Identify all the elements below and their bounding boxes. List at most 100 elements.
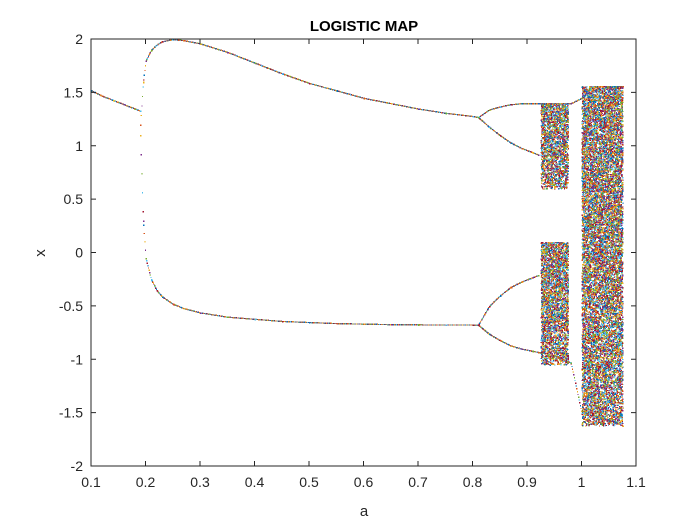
data-point bbox=[156, 290, 158, 292]
data-point bbox=[541, 164, 542, 165]
data-point bbox=[566, 115, 567, 116]
data-point bbox=[549, 123, 550, 124]
data-point bbox=[560, 187, 561, 188]
data-point bbox=[566, 164, 567, 165]
data-point bbox=[364, 98, 366, 100]
data-point bbox=[562, 140, 563, 141]
data-point bbox=[364, 324, 366, 326]
data-point bbox=[557, 164, 558, 165]
data-point bbox=[554, 173, 555, 174]
data-point bbox=[547, 182, 548, 183]
data-point bbox=[553, 158, 554, 159]
data-point bbox=[578, 397, 579, 398]
data-point bbox=[576, 388, 577, 389]
data-point bbox=[545, 121, 546, 122]
data-point bbox=[543, 121, 544, 122]
data-point bbox=[551, 140, 552, 141]
data-point bbox=[562, 175, 563, 176]
data-point bbox=[563, 105, 564, 106]
data-point bbox=[560, 139, 561, 140]
data-point bbox=[566, 175, 567, 176]
data-point bbox=[554, 136, 555, 137]
data-point bbox=[547, 171, 548, 172]
data-point bbox=[563, 129, 564, 130]
data-point bbox=[547, 140, 548, 141]
data-point bbox=[548, 152, 549, 153]
data-point bbox=[557, 125, 558, 126]
data-point bbox=[553, 143, 554, 144]
data-point bbox=[567, 153, 568, 154]
data-point bbox=[552, 276, 553, 277]
data-point bbox=[564, 136, 565, 137]
data-point bbox=[147, 57, 148, 58]
data-point bbox=[544, 129, 545, 130]
data-point bbox=[561, 183, 562, 184]
data-point bbox=[558, 145, 559, 146]
data-point bbox=[564, 154, 565, 155]
data-point bbox=[559, 125, 560, 126]
data-point bbox=[541, 155, 542, 156]
data-point bbox=[546, 157, 547, 158]
data-point bbox=[489, 127, 491, 129]
data-point bbox=[556, 136, 557, 137]
data-point bbox=[144, 241, 145, 242]
data-point bbox=[546, 182, 547, 183]
data-point bbox=[140, 124, 142, 126]
data-point bbox=[558, 150, 559, 151]
data-point bbox=[553, 109, 554, 110]
data-point bbox=[558, 128, 559, 129]
data-point bbox=[547, 108, 548, 109]
data-point bbox=[566, 122, 567, 123]
data-point bbox=[568, 127, 569, 128]
data-point bbox=[551, 115, 552, 116]
data-point bbox=[565, 167, 566, 168]
data-point bbox=[547, 144, 548, 145]
data-point bbox=[563, 172, 564, 173]
data-point bbox=[560, 171, 561, 172]
data-point bbox=[544, 188, 545, 189]
data-point bbox=[545, 180, 546, 181]
data-point bbox=[544, 121, 545, 122]
data-point bbox=[544, 149, 545, 150]
data-point bbox=[562, 132, 563, 133]
data-point bbox=[143, 82, 145, 84]
data-point bbox=[543, 188, 544, 189]
data-point bbox=[542, 154, 543, 155]
data-point bbox=[143, 211, 144, 212]
data-point bbox=[522, 103, 524, 105]
data-point bbox=[554, 139, 555, 140]
data-point bbox=[563, 121, 564, 122]
data-point bbox=[563, 108, 564, 109]
data-point bbox=[143, 221, 145, 223]
data-point bbox=[554, 151, 555, 152]
data-point bbox=[558, 185, 559, 186]
data-point bbox=[549, 110, 550, 111]
data-point bbox=[549, 126, 550, 127]
data-point bbox=[558, 170, 559, 171]
data-point bbox=[568, 148, 569, 149]
data-point bbox=[559, 129, 560, 130]
data-point bbox=[549, 181, 550, 182]
data-point bbox=[560, 176, 561, 177]
data-point bbox=[309, 322, 311, 324]
data-point bbox=[547, 118, 548, 119]
data-point bbox=[565, 117, 566, 118]
data-point bbox=[548, 128, 549, 129]
data-point bbox=[550, 182, 551, 183]
data-point bbox=[545, 186, 546, 187]
data-point bbox=[563, 183, 564, 184]
data-point bbox=[547, 175, 548, 176]
data-point bbox=[154, 285, 155, 286]
data-point bbox=[561, 188, 562, 189]
data-point bbox=[500, 106, 502, 108]
data-point bbox=[184, 40, 186, 42]
data-point bbox=[561, 173, 562, 174]
data-point bbox=[555, 160, 556, 161]
data-point bbox=[141, 115, 142, 116]
data-point bbox=[542, 112, 543, 113]
data-point bbox=[556, 116, 557, 117]
data-point bbox=[565, 184, 566, 185]
data-point bbox=[550, 142, 551, 143]
data-point bbox=[545, 113, 546, 114]
data-point bbox=[559, 171, 560, 172]
